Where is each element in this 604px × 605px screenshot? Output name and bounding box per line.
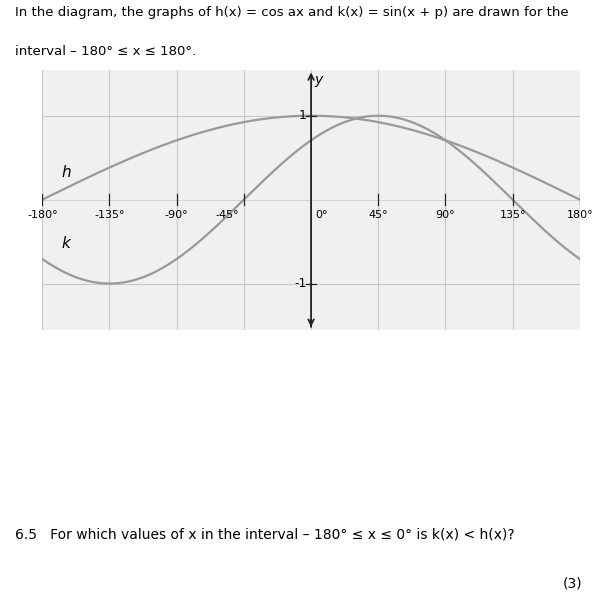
Text: 45°: 45°	[368, 210, 388, 220]
Text: 6.5   For which values of x in the interval – 180° ≤ x ≤ 0° is k(x) < h(x)?: 6.5 For which values of x in the interva…	[15, 527, 515, 541]
Text: 90°: 90°	[435, 210, 455, 220]
Text: -1: -1	[294, 277, 307, 290]
Text: -45°: -45°	[216, 210, 240, 220]
Text: (3): (3)	[564, 576, 583, 590]
Text: -90°: -90°	[165, 210, 188, 220]
Text: y: y	[314, 73, 323, 88]
Text: h: h	[62, 165, 71, 180]
Text: interval – 180° ≤ x ≤ 180°.: interval – 180° ≤ x ≤ 180°.	[15, 45, 196, 58]
Text: In the diagram, the graphs of h(x) = cos ax and k(x) = sin(x + p) are drawn for : In the diagram, the graphs of h(x) = cos…	[15, 5, 569, 19]
Text: 135°: 135°	[500, 210, 526, 220]
Text: 1: 1	[299, 110, 307, 122]
Text: k: k	[62, 236, 71, 251]
Text: -180°: -180°	[27, 210, 57, 220]
Text: 180°: 180°	[567, 210, 593, 220]
Text: -135°: -135°	[94, 210, 124, 220]
Text: 0°: 0°	[315, 210, 328, 220]
